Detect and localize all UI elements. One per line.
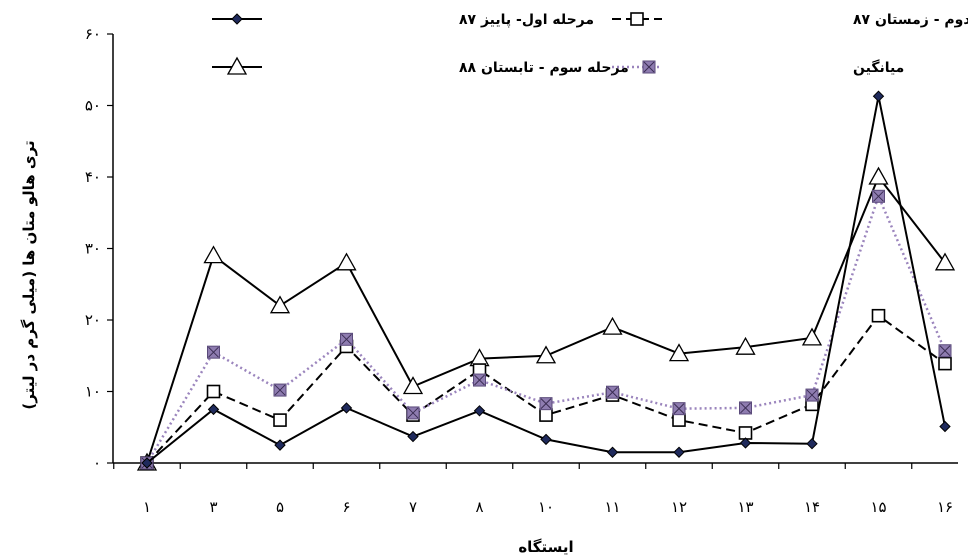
x-tick-label: ۱۶ <box>937 498 953 516</box>
data-point <box>539 397 553 411</box>
data-point <box>602 316 623 335</box>
series-line <box>145 192 947 464</box>
legend-item: مرحله دوم - زمستان ۸۷ <box>612 12 968 28</box>
y-tick-label: ۱۰ <box>85 383 101 401</box>
data-point <box>672 413 686 427</box>
data-point <box>402 376 424 395</box>
legend-marker <box>226 56 248 75</box>
y-axis-title: تری هالو متان ها (میلی گرم در لیتر) <box>20 140 38 409</box>
y-tick-label: ۲۰ <box>85 311 101 329</box>
data-point <box>274 439 286 451</box>
data-point <box>938 356 952 371</box>
x-tick-label: ۱۲ <box>671 498 687 516</box>
data-point <box>934 252 956 271</box>
data-point <box>273 413 287 427</box>
data-point <box>340 332 353 346</box>
data-point <box>340 402 353 414</box>
data-point <box>269 295 291 314</box>
y-tick-label: ۴۰ <box>85 168 101 186</box>
series-1 <box>141 90 951 469</box>
series-layer <box>136 90 956 471</box>
data-point <box>805 388 819 402</box>
legend-label: مرحله اول- پاییز ۸۷ <box>459 12 594 28</box>
legend-item: مرحله اول- پاییز ۸۷ <box>212 12 594 28</box>
x-tick-label: ۱ <box>143 498 151 516</box>
legend-item: مرحله سوم - تابستان ۸۸ <box>212 56 629 76</box>
x-axis-title: ایستگاه <box>518 538 573 556</box>
x-tick-label: ۱۴ <box>804 498 820 516</box>
data-point <box>207 345 220 359</box>
y-tick-label: ۰ <box>93 454 101 472</box>
data-point <box>273 383 287 397</box>
data-point <box>206 384 221 399</box>
data-point <box>872 90 885 102</box>
legend-marker <box>231 13 243 25</box>
data-point <box>739 437 752 449</box>
data-point <box>801 327 823 346</box>
data-point <box>203 245 224 264</box>
data-point <box>535 345 557 364</box>
data-point <box>673 446 685 458</box>
data-point <box>473 373 486 387</box>
data-point <box>868 166 889 185</box>
x-tick-label: ۷ <box>409 498 417 516</box>
legend-label: میانگین <box>853 59 904 76</box>
legend: مرحله اول- پاییز ۸۷ مرحله دوم - زمستان ۸۷… <box>212 12 968 76</box>
data-point <box>407 430 419 443</box>
x-tick-label: ۱۳ <box>737 498 753 516</box>
data-point <box>473 405 486 417</box>
data-point <box>806 437 818 450</box>
data-point <box>668 343 690 362</box>
y-tick-label: ۶۰ <box>85 25 101 43</box>
data-point <box>738 426 753 440</box>
y-tick-label: ۳۰ <box>85 240 101 258</box>
series-4 <box>140 189 952 470</box>
data-point <box>540 433 552 446</box>
data-point <box>406 406 420 420</box>
legend-marker <box>642 60 656 74</box>
x-tick-label: ۱۱ <box>604 498 620 516</box>
legend-label: مرحله سوم - تابستان ۸۸ <box>459 60 629 76</box>
data-point <box>939 420 951 433</box>
y-tick-label: ۵۰ <box>85 97 101 115</box>
data-point <box>872 189 885 203</box>
x-tick-label: ۸ <box>475 498 483 516</box>
data-point <box>735 336 756 355</box>
data-point <box>539 408 553 422</box>
data-point <box>672 402 686 416</box>
data-point <box>606 446 619 458</box>
x-tick-label: ۱۰ <box>538 498 554 516</box>
series-3 <box>136 166 956 471</box>
x-tick-label: ۵ <box>276 498 284 516</box>
data-point <box>141 457 153 469</box>
data-point <box>938 344 952 358</box>
data-point <box>606 385 619 399</box>
legend-label: مرحله دوم - زمستان ۸۷ <box>853 12 968 28</box>
x-tick-label: ۳ <box>209 498 217 516</box>
legend-item: میانگین <box>612 59 904 76</box>
x-tick-label: ۶ <box>342 498 350 516</box>
x-tick-label: ۱۵ <box>870 498 886 516</box>
data-point <box>739 401 752 415</box>
data-point <box>871 308 886 323</box>
data-point <box>336 252 357 271</box>
data-point <box>207 403 220 416</box>
legend-marker <box>630 12 644 26</box>
